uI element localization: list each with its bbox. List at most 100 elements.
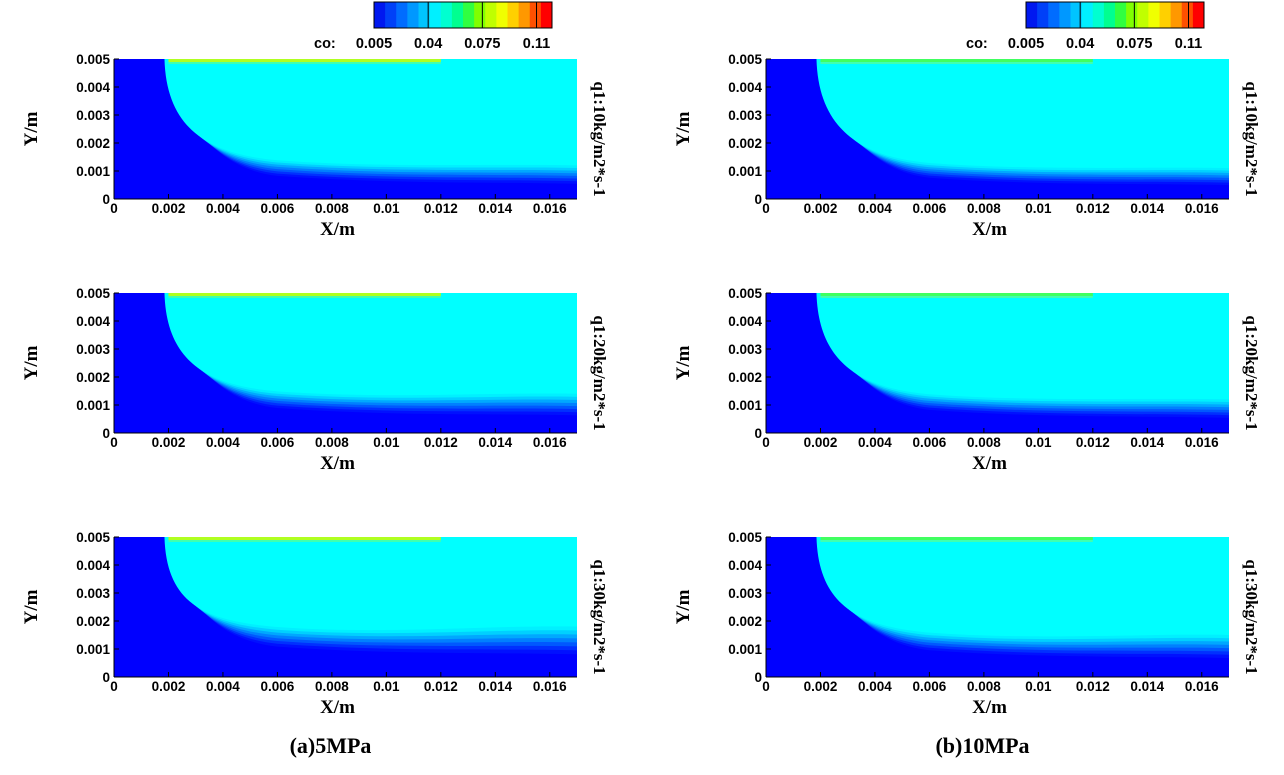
x-tick-label: 0.012 (424, 201, 458, 216)
x-axis-label: X/m (972, 453, 1007, 474)
y-tick-label: 0.005 (728, 52, 762, 67)
wall-strip (820, 537, 1093, 540)
contour-panel: 0 0.002 0.004 0.006 0.008 0.01 0.012 0.014 0.016… (673, 286, 1261, 474)
colorbar-swatch (1181, 2, 1194, 28)
contour-band (164, 293, 577, 396)
wall-strip-edge (168, 296, 441, 298)
row-label: q1:10kg/m2*s-1 (1242, 81, 1261, 196)
x-tick-label: 0.006 (261, 679, 295, 694)
x-tick-label: 0.002 (152, 201, 186, 216)
colorbar-swatch (1037, 2, 1049, 28)
x-tick-label: 0.004 (858, 435, 892, 450)
y-axis-label: Y/m (21, 589, 42, 624)
colorbar-swatch (429, 2, 442, 28)
y-tick-label: 0.004 (76, 314, 110, 329)
x-tick-label: 0.012 (1076, 435, 1110, 450)
x-tick-label: 0.01 (1025, 679, 1052, 694)
y-tick-label: 0.001 (728, 398, 762, 413)
x-tick-label: 0.008 (315, 679, 349, 694)
y-tick-label: 0.004 (728, 80, 762, 95)
x-tick-label: 0.01 (1025, 201, 1052, 216)
y-tick-label: 0.001 (728, 642, 762, 657)
contour-field (114, 537, 577, 677)
y-tick-label: 0 (102, 670, 110, 685)
x-tick-label: 0.002 (152, 679, 186, 694)
x-tick-label: 0.016 (1185, 201, 1219, 216)
x-tick-label: 0.012 (1076, 679, 1110, 694)
colorbar-swatch (1148, 2, 1160, 28)
y-tick-label: 0.003 (728, 586, 762, 601)
x-tick-label: 0.014 (478, 679, 512, 694)
colorbar-swatch (474, 2, 486, 28)
x-tick-label: 0.002 (804, 679, 838, 694)
y-tick-label: 0.005 (728, 530, 762, 545)
contour-field (766, 537, 1229, 677)
contour-field (114, 59, 577, 199)
colorbar-swatch (1137, 2, 1149, 28)
colorbar-swatch (529, 2, 542, 28)
y-tick-label: 0.004 (76, 80, 110, 95)
colorbar-swatch (1059, 2, 1071, 28)
x-tick-label: 0.004 (858, 201, 892, 216)
colorbar-0: 0.005 0.04 0.075 0.11 co: (314, 1, 553, 52)
colorbar-1: 0.005 0.04 0.075 0.11 co: (966, 1, 1205, 52)
y-tick-label: 0.002 (728, 136, 762, 151)
colorbar-swatch (1170, 2, 1183, 28)
row-label: q1:30kg/m2*s-1 (590, 559, 609, 674)
y-tick-label: 0 (754, 426, 762, 441)
colorbar-tick-label: 0.075 (464, 36, 500, 52)
contour-panel: 0 0.002 0.004 0.006 0.008 0.01 0.012 0.014 0.016… (21, 530, 609, 718)
colorbar-swatch (463, 2, 475, 28)
y-axis-label: Y/m (21, 345, 42, 380)
colorbar-tick-label: 0.11 (523, 36, 550, 52)
x-tick-label: 0 (762, 679, 770, 694)
x-tick-label: 0.016 (1185, 435, 1219, 450)
x-tick-label: 0.01 (373, 679, 400, 694)
x-tick-label: 0.004 (206, 435, 240, 450)
wall-strip-edge (820, 540, 1093, 542)
x-tick-label: 0.01 (373, 435, 400, 450)
contour-band (816, 59, 1229, 169)
x-tick-label: 0.016 (533, 435, 567, 450)
y-axis-label: Y/m (673, 345, 694, 380)
colorbar-swatch (518, 2, 531, 28)
x-tick-label: 0.008 (315, 435, 349, 450)
wall-strip (820, 293, 1093, 296)
y-tick-label: 0.001 (728, 164, 762, 179)
colorbar-frame (373, 1, 553, 29)
x-tick-label: 0.006 (913, 201, 947, 216)
contour-panel: 0 0.002 0.004 0.006 0.008 0.01 0.012 0.014 0.016… (673, 530, 1261, 718)
x-tick-label: 0.008 (967, 435, 1001, 450)
contour-field (766, 293, 1229, 433)
x-tick-label: 0.002 (804, 201, 838, 216)
x-tick-label: 0.016 (533, 201, 567, 216)
y-axis-label: Y/m (673, 111, 694, 146)
x-tick-label: 0.002 (152, 435, 186, 450)
colorbar-swatch (407, 2, 419, 28)
x-tick-label: 0.008 (315, 201, 349, 216)
y-tick-label: 0.001 (76, 642, 110, 657)
x-axis-label: X/m (972, 697, 1007, 718)
column-caption: (b)10MPa (935, 733, 1029, 758)
wall-strip (168, 537, 441, 540)
colorbar-tick-label: 0.04 (1066, 36, 1094, 52)
x-axis-label: X/m (972, 219, 1007, 240)
colorbar-swatch (1092, 2, 1105, 28)
y-tick-label: 0.003 (76, 342, 110, 357)
colorbar-variable-label: co: (314, 36, 336, 52)
colorbar-tick-label: 0.075 (1116, 36, 1152, 52)
y-axis-label: Y/m (21, 111, 42, 146)
x-tick-label: 0.01 (373, 201, 400, 216)
y-axis-label: Y/m (673, 589, 694, 624)
y-tick-label: 0.001 (76, 398, 110, 413)
y-tick-label: 0.004 (728, 558, 762, 573)
colorbar-swatch (507, 2, 520, 28)
x-tick-label: 0.004 (206, 201, 240, 216)
wall-strip-edge (820, 296, 1093, 298)
colorbar-swatch (496, 2, 508, 28)
x-tick-label: 0.014 (1130, 435, 1164, 450)
x-tick-label: 0.016 (533, 679, 567, 694)
contour-field (114, 293, 577, 433)
y-tick-label: 0.002 (76, 614, 110, 629)
